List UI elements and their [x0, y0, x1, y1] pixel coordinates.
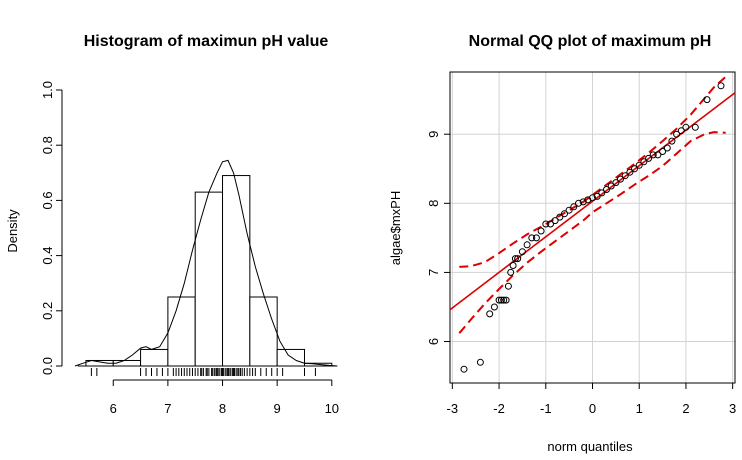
- qq-data-point: [561, 210, 568, 218]
- qq-data-point: [640, 158, 648, 166]
- qq-data-point: [654, 151, 662, 159]
- qq-data-point: [673, 130, 681, 138]
- qq-data-point: [537, 227, 545, 235]
- histogram-x-tick-label: 6: [110, 401, 117, 416]
- qq-data-point: [542, 220, 550, 228]
- qq-x-tick-label: -2: [493, 401, 505, 416]
- qq-data-point: [612, 179, 620, 187]
- qq-data-point: [500, 296, 508, 304]
- qq-data-point: [476, 358, 484, 366]
- qq-data-point: [551, 217, 559, 225]
- qq-data-point: [593, 192, 601, 200]
- qq-data-point: [682, 123, 690, 131]
- qq-plot-x-axis-label: norm quantiles: [547, 439, 633, 454]
- qq-data-point: [631, 165, 638, 173]
- qq-data-point: [598, 189, 606, 197]
- qq-data-point: [691, 123, 699, 131]
- qq-upper-confidence-envelope: [459, 76, 727, 268]
- histogram-y-tick-label: 0.0: [40, 357, 55, 375]
- qq-y-tick-label: 6: [426, 338, 441, 345]
- histogram-bar: [249, 296, 278, 367]
- qq-data-point: [509, 262, 517, 269]
- qq-x-tick-label: 0: [589, 401, 596, 416]
- histogram-bar: [194, 191, 224, 367]
- qq-data-point: [532, 234, 540, 242]
- qq-data-point: [626, 168, 634, 176]
- histogram-chart: Histogram of maximun pH value Density 0.…: [5, 33, 339, 416]
- qq-data-point: [659, 148, 667, 155]
- histogram-bar: [140, 348, 169, 367]
- qq-data-point: [565, 206, 573, 214]
- qq-data-point: [556, 213, 564, 221]
- histogram-x-tick-label: 10: [325, 401, 339, 416]
- qq-data-point: [460, 365, 468, 373]
- qq-y-tick-label: 7: [426, 269, 441, 276]
- qq-data-point: [589, 194, 596, 202]
- qq-data-point: [663, 144, 671, 152]
- density-curve: [74, 159, 338, 367]
- qq-data-point: [717, 82, 725, 90]
- qq-data-point: [703, 96, 711, 104]
- qq-plot-chart: Normal QQ plot of maximum pH norm quanti…: [388, 33, 736, 454]
- qq-data-point: [579, 198, 587, 206]
- histogram-title: Histogram of maximun pH value: [84, 33, 329, 50]
- qq-data-point: [490, 303, 498, 311]
- qq-data-point: [547, 220, 554, 228]
- qq-x-tick-label: 1: [636, 401, 643, 416]
- histogram-x-tick-label: 8: [219, 401, 226, 416]
- qq-data-point: [507, 268, 515, 276]
- qq-data-point: [575, 199, 582, 207]
- qq-data-point: [649, 151, 657, 159]
- qq-data-point: [668, 137, 676, 145]
- histogram-bar: [167, 296, 196, 367]
- qq-data-point: [528, 234, 536, 242]
- qq-data-point: [514, 255, 522, 263]
- qq-plot-y-axis-label: algae$mxPH: [388, 191, 403, 265]
- qq-lower-confidence-envelope: [458, 131, 726, 334]
- qq-data-point: [518, 248, 526, 256]
- qq-x-tick-label: 2: [682, 401, 689, 416]
- qq-data-point: [495, 296, 503, 304]
- histogram-x-tick-label: 7: [164, 401, 171, 416]
- histogram-y-tick-label: 1.0: [40, 81, 55, 99]
- qq-y-tick-label: 8: [426, 200, 441, 207]
- qq-x-tick-label: -3: [447, 401, 459, 416]
- histogram-y-tick-label: 0.4: [40, 247, 55, 265]
- qq-data-point: [621, 172, 629, 180]
- qq-data-point: [570, 203, 578, 211]
- histogram-y-tick-label: 0.6: [40, 191, 55, 209]
- qq-data-point: [617, 175, 624, 183]
- histogram-bar: [276, 348, 305, 367]
- qq-data-point: [497, 296, 505, 304]
- qq-y-tick-label: 9: [426, 131, 441, 138]
- histogram-y-tick-label: 0.2: [40, 302, 55, 320]
- qq-plot-title: Normal QQ plot of maximum pH: [469, 33, 712, 50]
- qq-data-point: [677, 127, 685, 135]
- qq-data-point: [523, 241, 531, 249]
- qq-data-point: [502, 296, 510, 304]
- histogram-x-tick-label: 9: [274, 401, 281, 416]
- qq-data-point: [607, 182, 615, 190]
- qq-x-tick-label: -1: [540, 401, 552, 416]
- qq-data-point: [603, 186, 610, 193]
- qq-x-tick-label: 3: [729, 401, 736, 416]
- qq-data-point: [504, 282, 512, 290]
- histogram-y-axis-label: Density: [5, 209, 20, 253]
- histogram-bar: [222, 175, 251, 367]
- qq-data-point: [645, 154, 653, 162]
- qq-data-point: [511, 255, 519, 263]
- qq-data-point: [635, 161, 643, 169]
- histogram-y-tick-label: 0.8: [40, 136, 55, 154]
- qq-data-point: [486, 310, 494, 318]
